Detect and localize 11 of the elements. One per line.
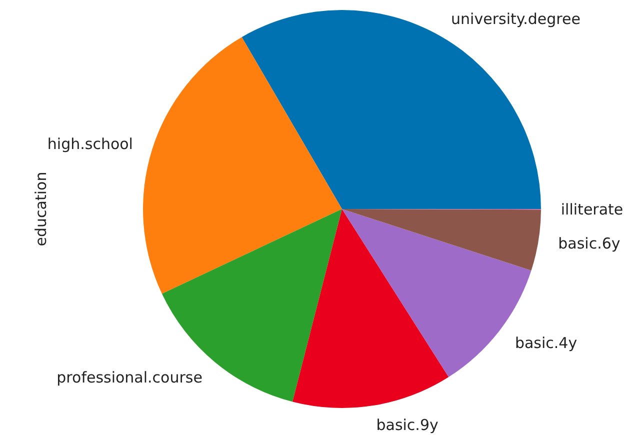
slice-label: illiterate: [560, 200, 624, 218]
pie-slice: [143, 37, 342, 294]
slice-label: university.degree: [451, 10, 580, 28]
slice-label: basic.6y: [558, 234, 620, 253]
slice-label: professional.course: [56, 368, 202, 387]
slice-label: high.school: [47, 134, 133, 153]
slice-label: basic.4y: [514, 334, 578, 352]
text: education: [32, 172, 50, 246]
pie-slice: [342, 209, 541, 270]
pie-slice: [292, 209, 449, 408]
slice-label: basic.9y: [376, 416, 438, 434]
